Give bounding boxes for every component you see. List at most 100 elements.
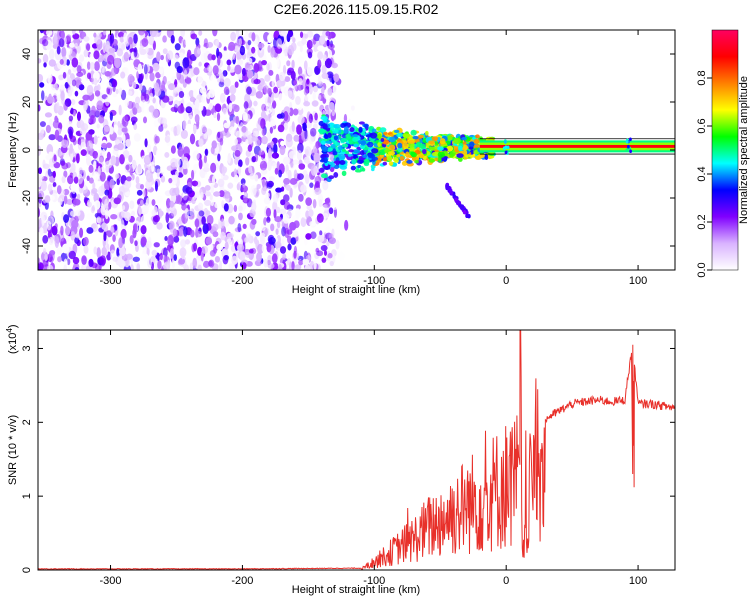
spectrogram-noise-blob (229, 84, 237, 95)
snr-series-line (38, 330, 675, 570)
spectrogram-noise-blob (204, 184, 211, 191)
spectrogram-cluster-blob (367, 141, 374, 148)
spectrogram-noise-blob (74, 90, 79, 97)
spectrogram-noise-blob (267, 34, 273, 44)
spectrogram-noise-blob (54, 115, 58, 123)
spectrogram-disturbance-blob (629, 137, 632, 142)
spectrogram-noise-blob (70, 98, 76, 106)
spectrogram-noise-blob (293, 220, 300, 229)
spectrogram-noise-blob (183, 226, 188, 237)
spectrogram-noise-blob (189, 262, 194, 270)
spectrogram-noise-blob (128, 36, 133, 45)
spectrogram-noise-blob (86, 199, 94, 208)
spectrogram-noise-blob (213, 191, 221, 197)
spectrogram-noise-blob (265, 207, 272, 217)
spectrogram-noise-blob (162, 247, 168, 258)
spectrogram-noise-blob (133, 133, 141, 142)
spectrogram-noise-blob (83, 49, 89, 58)
spectrogram-cluster-blob (393, 157, 399, 162)
spectrogram-noise-blob (117, 142, 124, 151)
spectrogram-cluster-blob (437, 156, 442, 163)
spectrogram-noise-blob (235, 115, 240, 125)
spectrogram-noise-blob (307, 51, 313, 59)
spectrogram-noise-blob (184, 77, 192, 84)
spectrogram-noise-blob (154, 86, 162, 97)
spectrogram-noise-blob (228, 41, 236, 51)
spectrogram-noise-blob (102, 42, 107, 54)
spectrogram-noise-blob (182, 163, 188, 170)
spectrogram-noise-blob (295, 208, 301, 219)
spectrogram-cluster-blob (402, 133, 410, 138)
spectrogram-noise-blob (312, 92, 316, 101)
spectrogram-noise-blob (39, 121, 46, 127)
spectrogram-noise-blob (123, 211, 131, 222)
spectrogram-noise-blob (42, 247, 47, 255)
spectrogram-noise-blob (210, 162, 217, 173)
spectrogram-noise-blob (246, 69, 254, 79)
spectrogram-cluster-blob (377, 133, 382, 140)
spectrogram-noise-blob (134, 240, 138, 247)
spectrogram-noise-blob (40, 90, 45, 101)
spectrogram-noise-blob (218, 260, 223, 270)
spectrogram-noise-blob (182, 120, 187, 130)
spectrogram-noise-blob (133, 47, 138, 58)
spectrogram-noise-blob (267, 151, 274, 162)
spectrogram-noise-blob (298, 78, 303, 85)
spectrogram-noise-blob (293, 80, 297, 86)
spectrogram-noise-blob (217, 218, 222, 229)
spectrogram-cluster-blob (456, 153, 464, 158)
spectrogram-noise-blob (278, 263, 283, 270)
spectrogram-noise-blob (255, 231, 261, 237)
spectrogram-noise-blob (191, 169, 195, 180)
spectrogram-noise-blob (61, 243, 70, 254)
spectrogram-noise-blob (248, 165, 253, 174)
spectrogram-noise-blob (161, 117, 167, 127)
spectrogram-noise-blob (86, 72, 92, 80)
spectrogram-noise-blob (239, 45, 246, 56)
spectrogram-noise-blob (73, 143, 82, 154)
spectrogram-noise-blob (287, 30, 294, 38)
spectrogram-noise-blob (210, 74, 217, 84)
spectrogram-noise-blob (253, 130, 259, 137)
spectrogram-noise-blob (215, 39, 220, 48)
spectrogram-cluster-blob (428, 158, 436, 163)
spectrogram-noise-blob (128, 154, 133, 163)
spectrogram-noise-blob (46, 30, 53, 37)
spectrogram-noise-blob (279, 144, 286, 156)
spectrogram-noise-blob (48, 59, 57, 67)
spectrogram-cluster-blob (333, 164, 340, 170)
spectrogram-noise-blob (168, 177, 173, 184)
spectrogram-noise-blob (263, 196, 271, 205)
spectrogram-noise-blob (286, 90, 293, 99)
spectrogram-noise-blob (173, 254, 177, 261)
spectrogram-noise-blob (64, 81, 69, 89)
spectrogram-noise-blob (44, 112, 53, 118)
spectrogram-noise-blob (265, 102, 271, 112)
spectrogram-noise-blob (201, 245, 209, 254)
spectrogram-noise-blob (145, 240, 152, 249)
spectrogram-noise-blob (73, 176, 79, 184)
spectrogram-noise-blob (297, 114, 305, 125)
spectrogram-cluster-blob (382, 161, 388, 166)
spectrogram-cluster-blob (388, 144, 396, 151)
spectrogram-noise-blob (210, 183, 215, 194)
spectrogram-noise-blob (322, 54, 327, 62)
spectrogram-noise-blob (94, 90, 101, 97)
spectrogram-noise-blob (212, 65, 219, 75)
spectrogram-noise-blob (285, 184, 291, 191)
spectrogram-noise-blob (71, 186, 76, 195)
snr-ticks: -300 -200 -100 0 100 0 1 2 3 (21, 330, 675, 587)
spectrogram-ytick-label: -20 (21, 190, 33, 206)
spectrogram-noise-blob (61, 46, 67, 58)
spectrogram-noise-blob (303, 88, 309, 96)
spectrogram-noise-blob (283, 156, 291, 165)
spectrogram-cluster-blob (318, 128, 326, 134)
spectrogram-noise-blob (140, 183, 144, 190)
spectrogram-noise-blob (220, 218, 225, 229)
spectrogram-noise-blob (321, 64, 327, 75)
spectrogram-noise-blob (66, 258, 71, 266)
spectrogram-noise-blob (207, 53, 214, 61)
spectrogram-noise-blob (118, 104, 122, 116)
spectrogram-cluster-blob (412, 135, 419, 140)
spectrogram-noise-blob (239, 251, 246, 261)
